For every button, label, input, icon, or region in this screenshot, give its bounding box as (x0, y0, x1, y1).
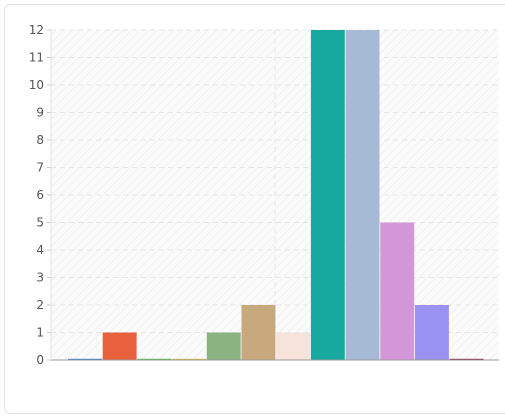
bar-3[interactable] (137, 358, 172, 360)
y-tick-label: 0 (36, 353, 44, 367)
bar-12[interactable] (449, 358, 484, 360)
y-tick-label: 6 (36, 188, 44, 202)
bar-7[interactable] (276, 332, 311, 361)
y-tick-label: 7 (36, 161, 44, 175)
y-tick-label: 10 (29, 78, 44, 92)
bar-4[interactable] (172, 358, 206, 360)
bar-10[interactable] (380, 222, 415, 361)
bar-5[interactable] (206, 332, 241, 361)
bar-8[interactable] (310, 30, 345, 360)
bar-9[interactable] (345, 30, 380, 360)
bar-1[interactable] (68, 358, 102, 360)
y-tick-label: 5 (36, 216, 44, 230)
y-tick-label: 1 (36, 326, 44, 340)
y-tick-label: 11 (29, 51, 44, 65)
bar-2[interactable] (102, 332, 137, 361)
y-tick-label: 8 (36, 133, 44, 147)
y-tick-label: 9 (36, 106, 44, 120)
y-tick-label: 12 (29, 23, 44, 37)
bar-11[interactable] (415, 305, 449, 360)
y-tick-label: 3 (36, 271, 44, 285)
y-tick-label: 2 (36, 298, 44, 312)
y-tick-label: 4 (36, 243, 44, 257)
grid-lines (51, 29, 499, 360)
bars (68, 30, 484, 360)
bar-6[interactable] (241, 305, 276, 360)
